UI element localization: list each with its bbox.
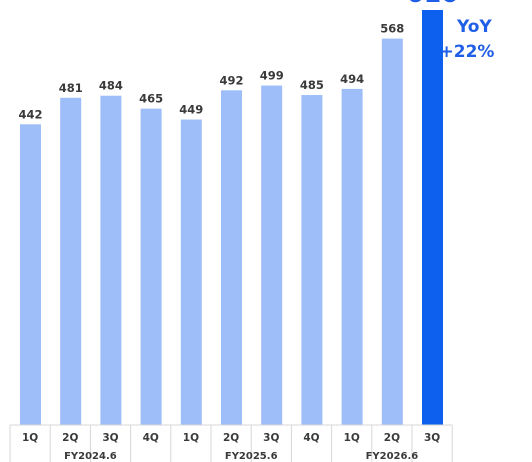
highlight-bar (422, 10, 443, 425)
bar (20, 124, 41, 426)
value-label: 499 (260, 69, 284, 83)
bar (301, 95, 323, 425)
category-label: 2Q (384, 432, 400, 444)
value-label: 465 (139, 92, 163, 106)
bar (381, 38, 403, 426)
yoy-value: +22% (440, 42, 495, 62)
bars-layer (20, 10, 443, 426)
category-label: 4Q (143, 432, 159, 444)
value-label: 494 (340, 72, 364, 86)
group-label: FY2024.6 (64, 451, 117, 462)
value-label: 568 (380, 22, 404, 36)
value-label: 485 (300, 78, 324, 92)
bar (100, 95, 122, 425)
bar (180, 119, 202, 426)
category-label: 1Q (344, 432, 360, 444)
value-label: 492 (219, 73, 243, 87)
category-label: 2Q (223, 432, 239, 444)
yoy-label: YoY (456, 17, 492, 37)
yoy-annotation: YoY +22% (440, 17, 495, 62)
category-label: 1Q (22, 432, 38, 444)
bar (140, 108, 162, 426)
x-axis: 1Q 2Q 3Q 4Q 1Q 2Q 3Q 4Q 1Q 2Q 3Q FY2024.6 FY2025.6 FY… (9, 424, 453, 462)
category-label: 2Q (62, 432, 78, 444)
bar (261, 85, 283, 426)
group-label: FY2026.6 (366, 451, 419, 462)
value-label: 481 (59, 81, 83, 95)
value-label: 484 (99, 79, 123, 93)
value-label: 442 (18, 107, 42, 121)
value-labels-layer: 442 481 484 465 449 492 499 485 494 568 610 (18, 0, 458, 121)
value-label: 449 (179, 103, 203, 117)
category-label: 1Q (183, 432, 199, 444)
category-label: 3Q (424, 432, 440, 444)
group-label: FY2025.6 (225, 451, 278, 462)
category-label: 4Q (303, 432, 319, 444)
highlight-value-label: 610 (406, 0, 458, 8)
category-label: 3Q (102, 432, 118, 444)
bar (60, 97, 82, 425)
bar (341, 88, 363, 425)
bar (221, 90, 242, 425)
category-label: 3Q (263, 432, 279, 444)
